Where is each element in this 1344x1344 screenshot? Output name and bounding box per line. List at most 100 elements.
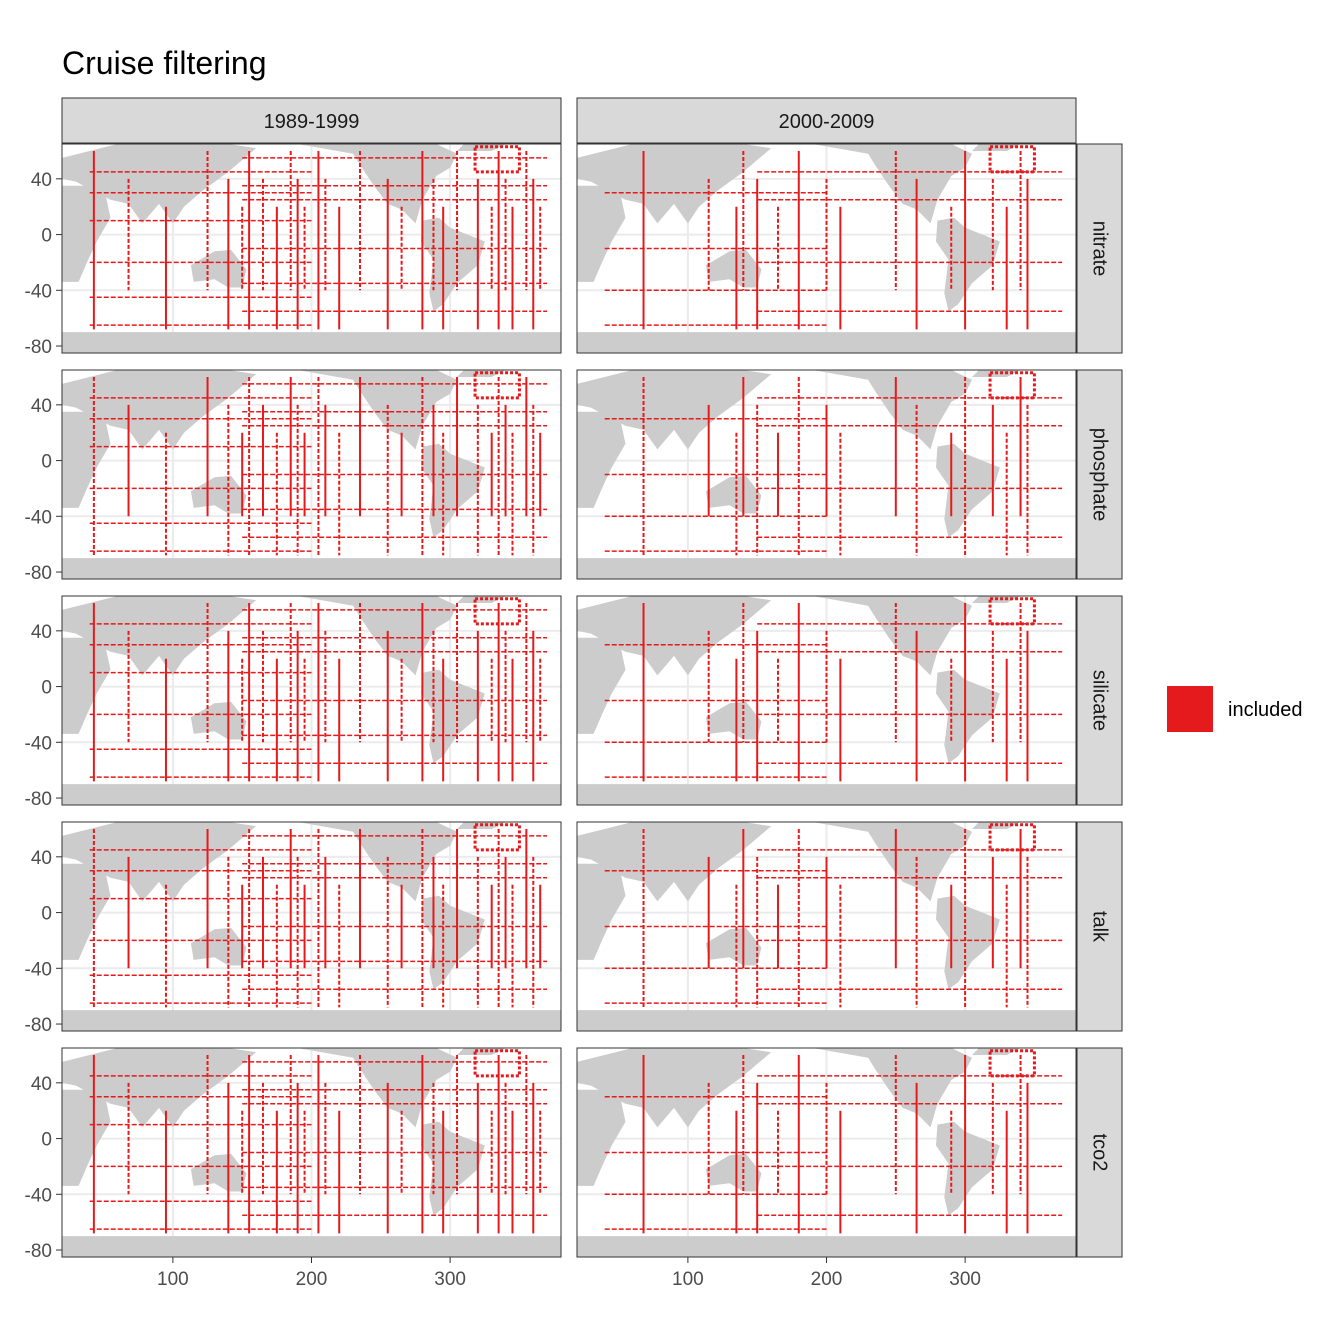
land-mass bbox=[421, 895, 485, 990]
cruise-track-cluster bbox=[988, 597, 1036, 626]
land-mass bbox=[62, 863, 111, 960]
panel-border bbox=[576, 821, 1077, 1032]
panel-border bbox=[61, 143, 562, 354]
land-mass bbox=[297, 370, 457, 450]
x-tick-label: 200 bbox=[811, 1269, 843, 1290]
cruise-track-cluster bbox=[988, 823, 1036, 852]
facet-label-column: 2000-2009 bbox=[779, 111, 875, 133]
land-mass bbox=[421, 669, 485, 764]
land-mass bbox=[421, 217, 485, 312]
land-mass bbox=[812, 596, 972, 676]
land-mass bbox=[421, 443, 485, 538]
land-mass bbox=[297, 596, 457, 676]
y-tick-label: -40 bbox=[25, 959, 52, 980]
facet-strip-top bbox=[61, 97, 562, 144]
land-mass bbox=[62, 558, 561, 579]
x-tick-label: 200 bbox=[296, 1269, 328, 1290]
land-mass bbox=[577, 144, 772, 224]
panel-border bbox=[576, 143, 1077, 354]
x-tick-label: 100 bbox=[157, 1269, 189, 1290]
land-mass bbox=[705, 927, 762, 966]
cruise-track-cluster bbox=[473, 145, 521, 174]
y-tick-label: 0 bbox=[41, 678, 52, 699]
land-mass bbox=[577, 370, 772, 450]
y-tick-label: 40 bbox=[31, 622, 52, 643]
x-tick-label: 300 bbox=[949, 1269, 981, 1290]
land-mass bbox=[297, 822, 457, 902]
land-mass bbox=[62, 1236, 561, 1257]
facet-strip-top bbox=[576, 97, 1077, 144]
land-mass bbox=[812, 370, 972, 450]
panel-border bbox=[61, 821, 562, 1032]
legend: included bbox=[1167, 686, 1303, 732]
land-mass bbox=[62, 637, 111, 734]
facet-label-row: tco2 bbox=[1089, 1134, 1111, 1172]
land-mass bbox=[190, 927, 247, 966]
y-tick-label: -40 bbox=[25, 1185, 52, 1206]
y-tick-label: -40 bbox=[25, 281, 52, 302]
y-tick-label: -80 bbox=[25, 1241, 52, 1262]
cruise-track-cluster bbox=[473, 1049, 521, 1078]
land-mass bbox=[62, 411, 111, 508]
legend-label: included bbox=[1228, 699, 1303, 721]
land-mass bbox=[190, 249, 247, 288]
y-tick-label: 40 bbox=[31, 1074, 52, 1095]
land-mass bbox=[577, 558, 1076, 579]
y-tick-label: 40 bbox=[31, 170, 52, 191]
land-mass bbox=[705, 701, 762, 740]
cruise-track-cluster bbox=[473, 371, 521, 400]
land-mass bbox=[577, 332, 1076, 353]
y-tick-label: -80 bbox=[25, 337, 52, 358]
land-mass bbox=[577, 637, 626, 734]
land-mass bbox=[297, 144, 457, 224]
cruise-track-cluster bbox=[988, 1049, 1036, 1078]
land-mass bbox=[577, 411, 626, 508]
cruise-track-cluster bbox=[988, 145, 1036, 174]
facet-label-row: nitrate bbox=[1089, 221, 1111, 277]
land-mass bbox=[190, 701, 247, 740]
y-tick-label: -80 bbox=[25, 1015, 52, 1036]
land-mass bbox=[577, 596, 772, 676]
land-mass bbox=[705, 475, 762, 514]
y-tick-label: 0 bbox=[41, 904, 52, 925]
y-tick-label: -80 bbox=[25, 563, 52, 584]
land-mass bbox=[62, 1089, 111, 1186]
land-mass bbox=[577, 1010, 1076, 1031]
panel-border bbox=[576, 369, 1077, 580]
legend-key-included bbox=[1167, 686, 1213, 732]
land-mass bbox=[190, 1153, 247, 1192]
y-tick-label: -40 bbox=[25, 733, 52, 754]
land-mass bbox=[577, 822, 772, 902]
land-mass bbox=[62, 185, 111, 282]
facet-strip-right bbox=[1076, 595, 1123, 806]
land-mass bbox=[577, 185, 626, 282]
land-mass bbox=[577, 1089, 626, 1186]
y-tick-label: 40 bbox=[31, 848, 52, 869]
land-mass bbox=[705, 249, 762, 288]
land-mass bbox=[577, 784, 1076, 805]
land-mass bbox=[812, 822, 972, 902]
facet-strip-right bbox=[1076, 1047, 1123, 1258]
facet-strip-right bbox=[1076, 369, 1123, 580]
panel-border bbox=[61, 369, 562, 580]
facet-strip-right bbox=[1076, 821, 1123, 1032]
land-mass bbox=[62, 784, 561, 805]
facet-label-row: silicate bbox=[1089, 670, 1111, 731]
y-tick-label: -80 bbox=[25, 789, 52, 810]
land-mass bbox=[62, 1010, 561, 1031]
panel-border bbox=[61, 595, 562, 806]
land-mass bbox=[577, 863, 626, 960]
land-mass bbox=[577, 1048, 772, 1128]
cruise-track-cluster bbox=[473, 597, 521, 626]
land-mass bbox=[705, 1153, 762, 1192]
chart-title: Cruise filtering bbox=[62, 45, 267, 81]
cruise-track-cluster bbox=[473, 823, 521, 852]
y-tick-label: 0 bbox=[41, 452, 52, 473]
panel-border bbox=[576, 595, 1077, 806]
facet-grid: 1989-1999 2000-2009 nitrate 40 0 -40 -80 phosph… bbox=[25, 97, 1123, 1290]
facet-label-column: 1989-1999 bbox=[264, 111, 360, 133]
land-mass bbox=[421, 1121, 485, 1216]
cruise-track-cluster bbox=[988, 371, 1036, 400]
facet-strip-right bbox=[1076, 143, 1123, 354]
x-tick-label: 100 bbox=[672, 1269, 704, 1290]
